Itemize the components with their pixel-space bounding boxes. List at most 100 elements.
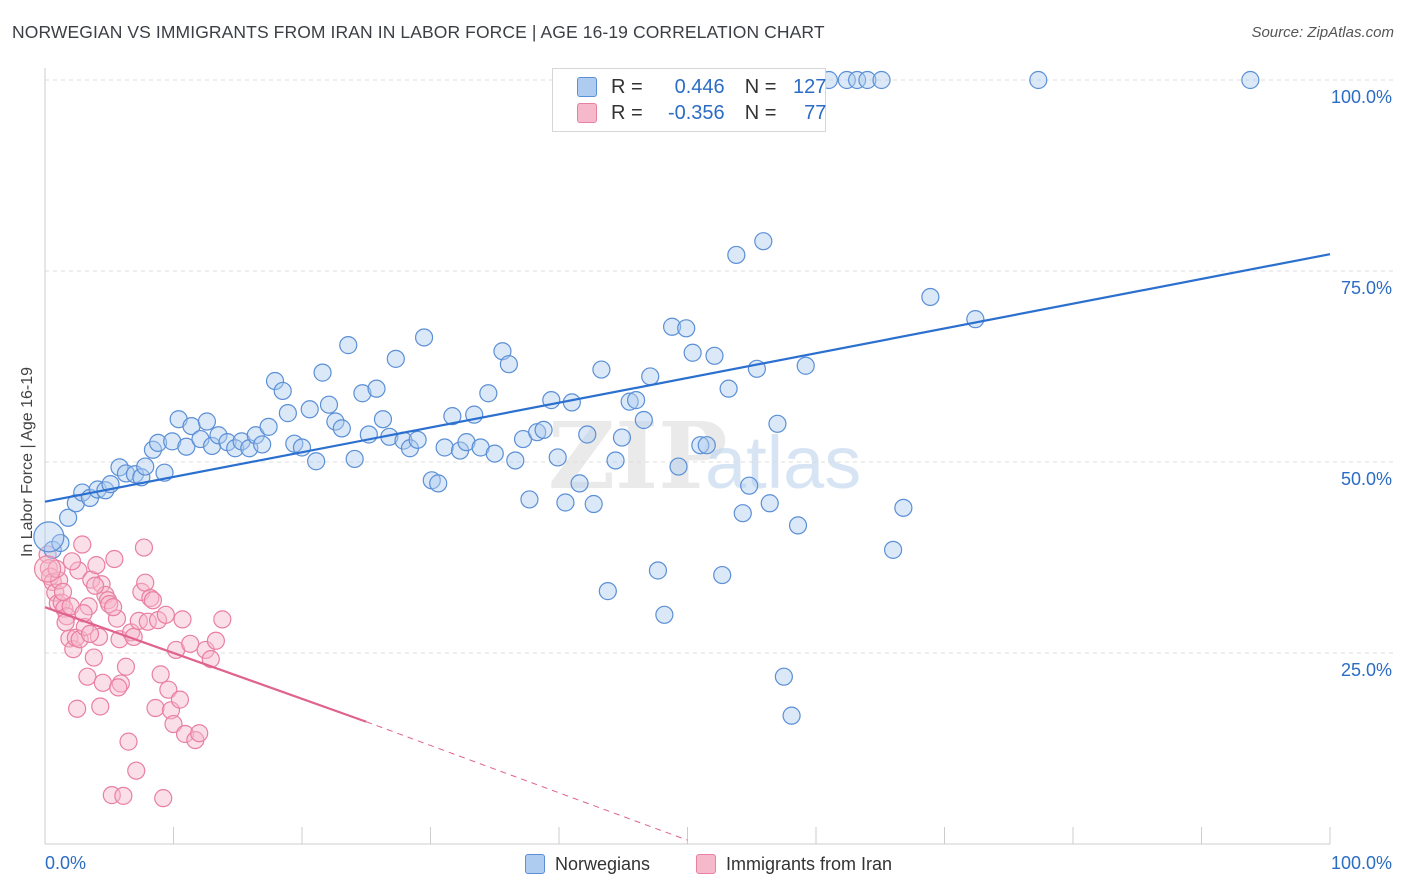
data-point-norwegians: [754, 232, 773, 251]
data-point-iran: [107, 609, 127, 628]
data-point-iran: [50, 571, 69, 590]
data-point-iran: [156, 605, 175, 624]
data-point-norwegians: [319, 395, 339, 414]
data-point-norwegians: [641, 367, 660, 386]
legend-r-label: R =: [611, 75, 643, 98]
trendline-iran: [44, 606, 367, 723]
data-point-iran: [136, 573, 155, 592]
data-point-norwegians: [367, 379, 386, 398]
data-point-iran: [69, 561, 88, 580]
data-point-iran: [68, 699, 87, 718]
data-point-iran: [146, 698, 165, 718]
data-point-norwegians: [246, 426, 265, 445]
data-point-iran: [73, 535, 92, 554]
data-point-norwegians: [373, 410, 393, 429]
data-point-iran: [33, 555, 62, 583]
legend-row-iran: R = -0.356 N = 77: [577, 101, 826, 125]
data-point-iran: [141, 588, 160, 608]
series-legend-norwegians: Norwegians: [525, 851, 650, 877]
data-point-iran: [92, 575, 111, 594]
data-point-iran: [134, 538, 154, 557]
y-axis-title: In Labor Force | Age 16-19: [19, 367, 36, 557]
data-point-norwegians: [894, 498, 913, 517]
data-point-norwegians: [592, 360, 611, 379]
series-legend-iran: Immigrants from Iran: [696, 851, 892, 877]
legend-n-label: N =: [744, 75, 777, 98]
data-point-norwegians: [669, 457, 688, 476]
data-point-norwegians: [353, 384, 372, 403]
data-point-norwegians: [253, 435, 272, 454]
data-point-iran: [196, 640, 215, 660]
data-point-iran: [53, 582, 73, 601]
data-point-norwegians: [148, 433, 168, 452]
legend-swatch-pink: [696, 854, 716, 874]
data-point-norwegians: [796, 356, 815, 375]
data-point-norwegians: [872, 70, 891, 90]
data-point-iran: [143, 591, 163, 610]
legend-swatch-blue: [577, 77, 597, 97]
data-point-iran: [127, 761, 146, 780]
data-point-norwegians: [705, 346, 724, 365]
data-point-norwegians: [677, 319, 696, 338]
data-point-norwegians: [59, 508, 78, 527]
data-point-norwegians: [782, 706, 801, 725]
data-point-norwegians: [556, 493, 575, 512]
data-point-iran: [119, 732, 138, 751]
data-point-norwegians: [697, 436, 716, 455]
data-point-iran: [173, 610, 192, 629]
y-tick-label: 25.0%: [1341, 660, 1392, 680]
trendline-norwegians: [44, 253, 1331, 503]
data-point-iran: [159, 680, 178, 699]
data-point-norwegians: [408, 430, 427, 449]
data-point-norwegians: [634, 410, 653, 430]
data-point-iran: [190, 724, 209, 743]
data-point-norwegians: [768, 414, 787, 433]
legend-n-value: 77: [804, 101, 827, 124]
data-point-norwegians: [339, 336, 358, 355]
legend-r-value: 0.446: [674, 75, 725, 98]
data-point-norwegians: [307, 452, 326, 471]
data-point-iran: [175, 724, 195, 744]
data-point-iran: [170, 690, 190, 709]
data-point-norwegians: [429, 474, 448, 493]
data-point-iran: [86, 576, 105, 595]
legend-label: Immigrants from Iran: [726, 853, 893, 874]
data-point-norwegians: [713, 565, 732, 585]
y-tick-label: 100.0%: [1331, 87, 1392, 107]
legend-row-norwegians: R = 0.446 N = 127: [577, 75, 826, 99]
data-point-iran: [93, 673, 112, 692]
data-point-norwegians: [273, 381, 292, 401]
trendline-iran: [366, 721, 688, 841]
data-point-iran: [181, 634, 200, 653]
data-point-iran: [47, 559, 66, 579]
data-point-norwegians: [345, 449, 364, 469]
data-point-norwegians: [313, 363, 332, 382]
data-point-norwegians: [534, 420, 553, 440]
data-point-norwegians: [858, 70, 877, 90]
data-point-norwegians: [414, 328, 434, 347]
data-point-norwegians: [506, 451, 525, 470]
data-point-norwegians: [326, 412, 345, 431]
data-point-norwegians: [921, 287, 940, 307]
legend-swatch-pink: [577, 103, 597, 123]
data-point-norwegians: [655, 605, 674, 624]
data-point-norwegians: [733, 504, 752, 523]
y-tick-label: 50.0%: [1341, 469, 1392, 489]
data-point-norwegians: [136, 457, 155, 476]
data-point-norwegians: [598, 582, 617, 601]
data-point-iran: [84, 648, 103, 667]
data-point-norwegians: [662, 317, 682, 336]
data-point-iran: [62, 552, 82, 571]
data-point-norwegians: [848, 70, 867, 90]
data-point-norwegians: [740, 476, 759, 495]
data-point-norwegians: [33, 521, 65, 553]
data-point-iran: [206, 631, 226, 650]
data-point-norwegians: [300, 400, 319, 419]
chart-source: Source: ZipAtlas.com: [1251, 24, 1394, 41]
data-point-norwegians: [435, 438, 454, 457]
legend-r-label: R =: [611, 101, 643, 124]
data-point-norwegians: [648, 561, 668, 580]
legend-n-value: 127: [793, 75, 827, 98]
data-point-norwegians: [620, 392, 639, 411]
data-point-norwegians: [1241, 70, 1260, 90]
